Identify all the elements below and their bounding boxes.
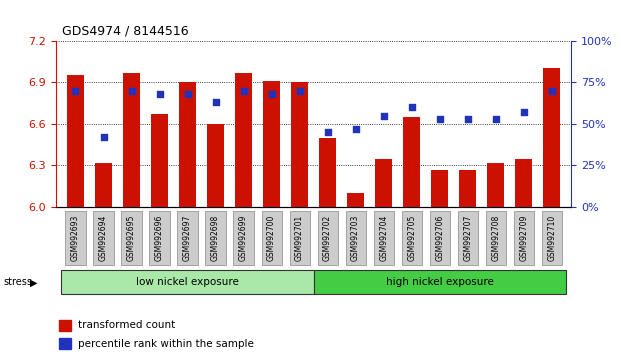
FancyBboxPatch shape (122, 211, 142, 266)
Text: GSM992707: GSM992707 (463, 215, 472, 261)
FancyBboxPatch shape (261, 211, 282, 266)
Bar (59, 320, 71, 331)
Text: stress: stress (3, 277, 32, 287)
Bar (179, 82, 196, 207)
FancyBboxPatch shape (314, 270, 566, 294)
Text: GSM992706: GSM992706 (435, 215, 444, 261)
Text: GSM992698: GSM992698 (211, 215, 220, 261)
Text: GSM992696: GSM992696 (155, 215, 164, 261)
FancyBboxPatch shape (402, 211, 422, 266)
Point (266, 91, 276, 97)
Text: GSM992694: GSM992694 (99, 215, 108, 261)
Point (323, 129, 333, 135)
Text: GSM992699: GSM992699 (239, 215, 248, 261)
Point (351, 126, 361, 132)
Bar (319, 138, 336, 207)
FancyBboxPatch shape (374, 211, 394, 266)
Text: GSM992700: GSM992700 (267, 215, 276, 261)
FancyBboxPatch shape (430, 211, 450, 266)
FancyBboxPatch shape (514, 211, 534, 266)
Point (238, 88, 248, 93)
Bar (263, 81, 280, 207)
Point (463, 116, 473, 122)
Bar (543, 68, 560, 207)
FancyBboxPatch shape (150, 211, 170, 266)
Bar (431, 170, 448, 207)
Text: GSM992695: GSM992695 (127, 215, 136, 261)
Bar (460, 170, 476, 207)
Text: transformed count: transformed count (78, 320, 175, 330)
Point (407, 104, 417, 110)
Point (127, 88, 137, 93)
Point (435, 116, 445, 122)
FancyBboxPatch shape (93, 211, 114, 266)
Point (491, 116, 501, 122)
Bar (151, 114, 168, 207)
FancyBboxPatch shape (542, 211, 562, 266)
Text: GSM992710: GSM992710 (547, 215, 556, 261)
Point (546, 88, 556, 93)
FancyBboxPatch shape (317, 211, 338, 266)
Bar (515, 159, 532, 207)
Text: GDS4974 / 8144516: GDS4974 / 8144516 (62, 24, 189, 37)
Point (294, 88, 304, 93)
Text: GSM992701: GSM992701 (295, 215, 304, 261)
FancyBboxPatch shape (458, 211, 478, 266)
Text: percentile rank within the sample: percentile rank within the sample (78, 339, 253, 349)
Text: GSM992697: GSM992697 (183, 215, 192, 261)
Text: GSM992704: GSM992704 (379, 215, 388, 261)
Point (519, 109, 528, 115)
Bar (291, 82, 308, 207)
FancyBboxPatch shape (486, 211, 505, 266)
FancyBboxPatch shape (61, 270, 314, 294)
FancyBboxPatch shape (345, 211, 366, 266)
Text: GSM992708: GSM992708 (491, 215, 500, 261)
Point (211, 99, 220, 105)
Text: low nickel exposure: low nickel exposure (136, 277, 239, 287)
Text: GSM992702: GSM992702 (323, 215, 332, 261)
FancyBboxPatch shape (178, 211, 197, 266)
Text: GSM992705: GSM992705 (407, 215, 416, 261)
Bar (375, 159, 392, 207)
Bar (207, 124, 224, 207)
FancyBboxPatch shape (206, 211, 225, 266)
Point (71, 88, 81, 93)
Text: ▶: ▶ (30, 277, 37, 287)
Bar (487, 163, 504, 207)
FancyBboxPatch shape (289, 211, 310, 266)
Point (379, 113, 389, 118)
Text: GSM992703: GSM992703 (351, 215, 360, 261)
Bar (67, 75, 84, 207)
Point (155, 91, 165, 97)
FancyBboxPatch shape (233, 211, 253, 266)
Bar (403, 117, 420, 207)
Text: GSM992693: GSM992693 (71, 215, 80, 261)
Text: high nickel exposure: high nickel exposure (386, 277, 494, 287)
Point (183, 91, 193, 97)
Bar (347, 193, 364, 207)
FancyBboxPatch shape (65, 211, 86, 266)
Bar (95, 163, 112, 207)
Bar (235, 73, 252, 207)
Point (99, 135, 109, 140)
Bar (59, 338, 71, 349)
Bar (123, 73, 140, 207)
Text: GSM992709: GSM992709 (519, 215, 528, 261)
